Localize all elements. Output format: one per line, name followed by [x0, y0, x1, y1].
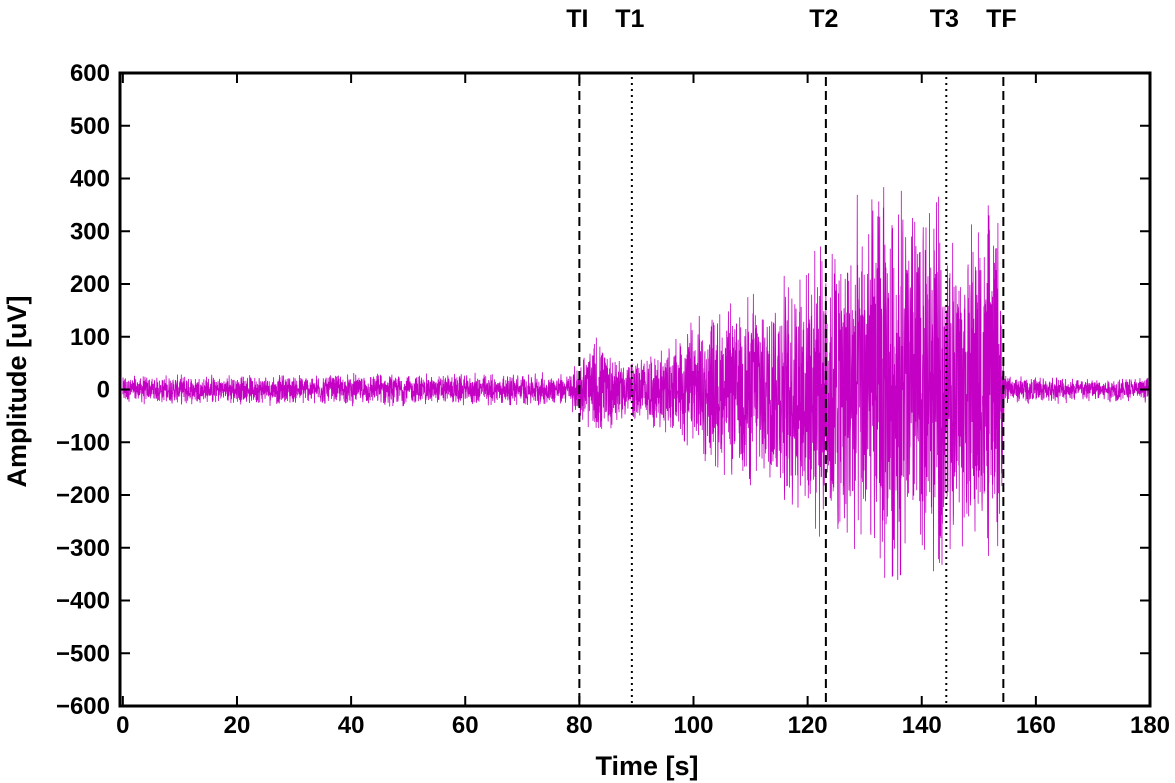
- x-tick-label: 140: [902, 712, 942, 739]
- marker-label-tf: TF: [986, 5, 1017, 33]
- axes-group: [118, 71, 1152, 708]
- y-axis-label: Amplitude [uV]: [2, 296, 32, 488]
- y-tick-label: −100: [56, 429, 110, 456]
- x-tick-label: 80: [566, 712, 593, 739]
- y-tick-label: 600: [70, 60, 110, 87]
- y-tick-label: 400: [70, 166, 110, 193]
- x-tick-label: 0: [116, 712, 129, 739]
- signal-trace: [122, 187, 1151, 580]
- x-tick-label: 160: [1016, 712, 1056, 739]
- y-tick-label: −500: [56, 640, 110, 667]
- y-tick-label: 0: [97, 377, 110, 404]
- y-tick-label: −600: [56, 693, 110, 720]
- y-tick-label: −300: [56, 535, 110, 562]
- y-tick-label: −200: [56, 482, 110, 509]
- signal-trace-group: [122, 187, 1151, 580]
- x-tick-label: 100: [673, 712, 713, 739]
- x-axis-label: Time [s]: [595, 751, 698, 781]
- x-tick-label: 120: [788, 712, 828, 739]
- x-tick-label: 180: [1130, 712, 1170, 739]
- y-tick-label: −400: [56, 588, 110, 615]
- y-tick-label: 300: [70, 218, 110, 245]
- y-tick-label: 500: [70, 113, 110, 140]
- marker-label-t3: T3: [930, 5, 959, 33]
- y-tick-label: 200: [70, 271, 110, 298]
- x-tick-label: 60: [452, 712, 479, 739]
- marker-label-ti: TI: [566, 5, 588, 33]
- x-tick-label: 20: [224, 712, 251, 739]
- marker-label-t2: T2: [809, 5, 838, 33]
- y-tick-label: 100: [70, 324, 110, 351]
- event-marker-group: TI T1 T2 T3 TF: [566, 5, 1017, 706]
- x-tick-label: 40: [338, 712, 365, 739]
- marker-label-t1: T1: [615, 5, 644, 33]
- tick-label-group: 0 20 40 60 80 100 120 140 160 180 −600 −500 −400 −300…: [56, 60, 1170, 739]
